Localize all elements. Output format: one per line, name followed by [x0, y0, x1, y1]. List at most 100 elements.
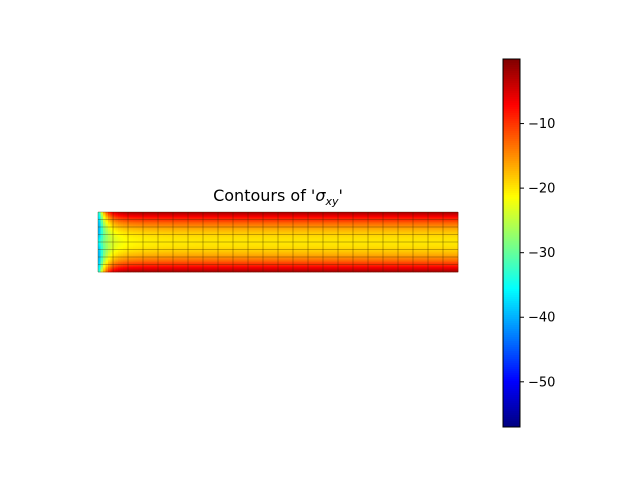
field-cell: [353, 263, 356, 265]
field-cell: [275, 259, 279, 262]
field-cell: [240, 222, 244, 224]
field-cell: [163, 227, 166, 229]
field-cell: [308, 264, 311, 267]
field-cell: [343, 243, 346, 245]
field-cell: [155, 247, 159, 249]
field-cell: [210, 237, 214, 239]
field-cell: [335, 223, 339, 225]
field-cell: [245, 262, 249, 264]
field-cell: [150, 270, 154, 273]
field-cell: [185, 229, 189, 232]
field-cell: [170, 240, 174, 243]
field-cell: [113, 223, 116, 225]
field-cell: [275, 254, 279, 257]
field-cell: [140, 245, 144, 248]
field-cell: [240, 245, 244, 248]
field-cell: [210, 244, 214, 247]
field-cell: [273, 244, 276, 247]
field-cell: [340, 255, 344, 258]
field-cell: [228, 239, 231, 242]
field-cell: [155, 248, 159, 250]
field-cell: [348, 240, 351, 243]
field-cell: [353, 219, 356, 222]
field-cell: [265, 259, 269, 262]
field-cell: [258, 238, 261, 240]
field-cell: [313, 259, 316, 262]
field-cell: [235, 249, 239, 252]
field-cell: [230, 247, 234, 249]
field-cell: [125, 229, 129, 232]
field-cell: [330, 238, 334, 240]
field-cell: [108, 237, 111, 239]
field-cell: [223, 217, 226, 219]
field-cell: [105, 250, 109, 253]
field-cell: [260, 264, 264, 267]
field-cell: [135, 229, 139, 232]
field-cell: [358, 213, 361, 215]
field-cell: [245, 227, 249, 229]
field-cell: [283, 213, 286, 215]
field-cell: [125, 242, 129, 244]
field-cell: [260, 267, 264, 269]
field-cell: [105, 237, 109, 239]
field-cell: [238, 233, 241, 235]
field-cell: [130, 239, 134, 242]
field-cell: [315, 224, 319, 227]
field-cell: [255, 223, 259, 225]
field-cell: [353, 264, 356, 267]
field-cell: [320, 233, 324, 235]
field-cell: [145, 230, 149, 233]
field-cell: [333, 254, 336, 257]
field-cell: [213, 244, 216, 247]
field-cell: [215, 253, 219, 255]
field-cell: [283, 224, 286, 227]
field-cell: [200, 268, 204, 270]
field-cell: [315, 257, 319, 259]
field-cell: [195, 268, 199, 270]
field-cell: [340, 223, 344, 225]
field-cell: [290, 222, 294, 224]
field-cell: [250, 235, 254, 238]
field-cell: [128, 263, 131, 265]
field-cell: [185, 239, 189, 242]
field-cell: [133, 253, 136, 255]
field-cell: [328, 219, 331, 222]
field-cell: [268, 250, 271, 253]
field-cell: [340, 257, 344, 259]
field-cell: [338, 270, 341, 273]
field-cell: [185, 222, 189, 224]
field-cell: [103, 224, 106, 227]
field-cell: [193, 263, 196, 265]
field-cell: [333, 268, 336, 270]
field-cell: [223, 258, 226, 260]
field-cell: [240, 232, 244, 234]
field-cell: [168, 249, 171, 252]
field-cell: [140, 252, 144, 254]
field-cell: [100, 258, 104, 260]
field-cell: [328, 240, 331, 243]
field-cell: [180, 268, 184, 270]
field-cell: [150, 257, 154, 259]
field-cell: [268, 267, 271, 269]
field-cell: [128, 257, 131, 259]
field-cell: [230, 227, 234, 229]
field-cell: [175, 253, 179, 255]
field-cell: [200, 213, 204, 215]
field-cell: [243, 252, 246, 254]
field-cell: [128, 250, 131, 253]
field-cell: [275, 238, 279, 240]
field-cell: [135, 254, 139, 257]
field-cell: [273, 247, 276, 249]
field-cell: [258, 229, 261, 232]
field-cell: [300, 268, 304, 270]
field-cell: [350, 212, 354, 214]
field-cell: [140, 264, 144, 267]
field-cell: [275, 248, 279, 250]
field-cell: [218, 250, 221, 253]
field-cell: [278, 269, 281, 272]
field-cell: [260, 220, 264, 223]
field-cell: [325, 225, 329, 228]
field-cell: [198, 232, 201, 234]
field-cell: [175, 263, 179, 265]
field-cell: [208, 244, 211, 247]
